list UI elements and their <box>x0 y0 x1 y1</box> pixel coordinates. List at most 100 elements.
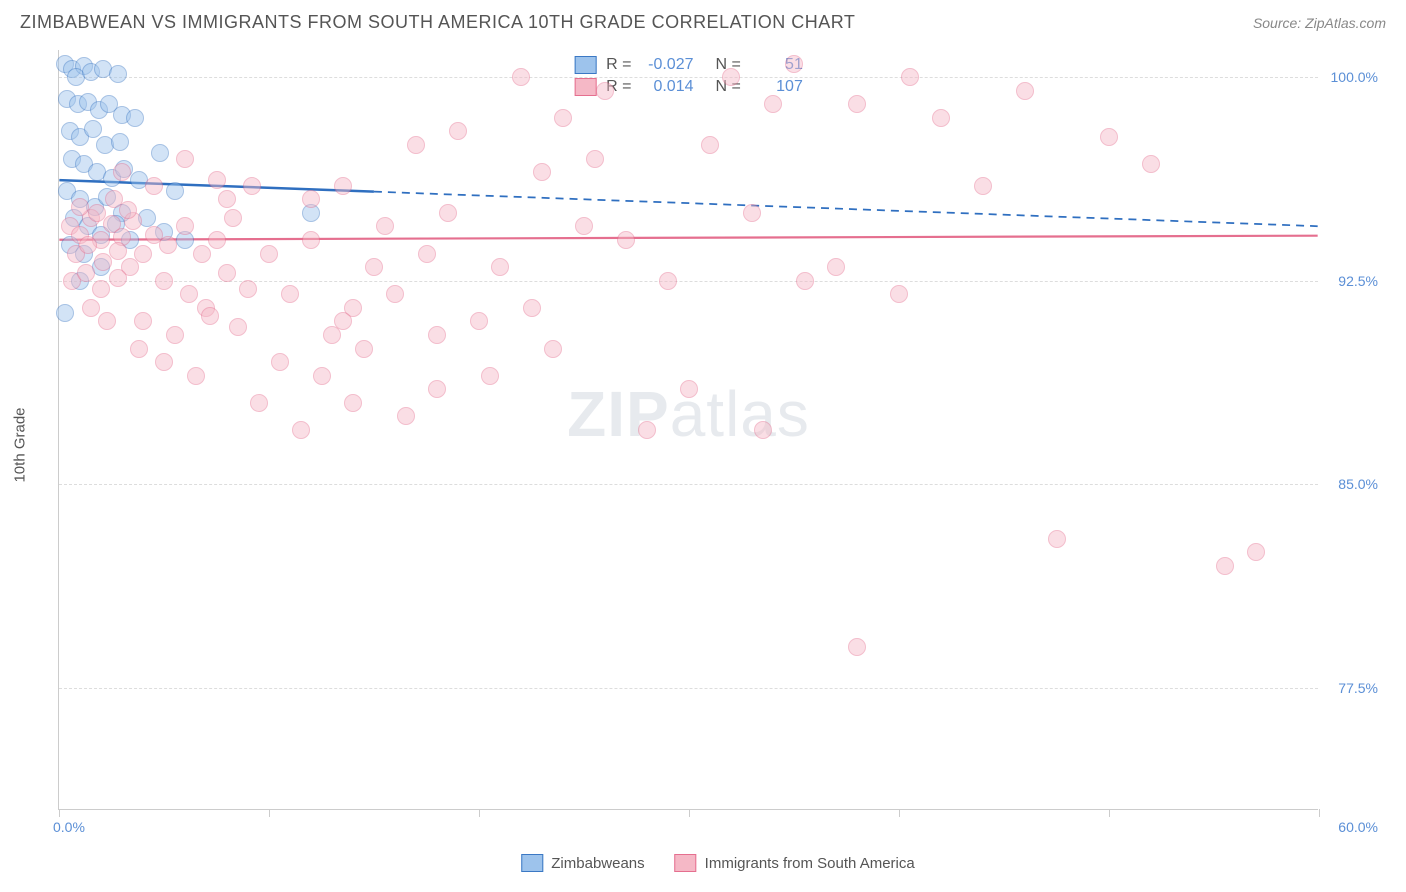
data-point <box>271 353 289 371</box>
data-point <box>176 150 194 168</box>
data-point <box>155 353 173 371</box>
data-point <box>130 340 148 358</box>
data-point <box>796 272 814 290</box>
data-point <box>890 285 908 303</box>
data-point <box>113 163 131 181</box>
xtick <box>689 809 690 817</box>
xtick <box>899 809 900 817</box>
data-point <box>334 312 352 330</box>
data-point <box>292 421 310 439</box>
xtick <box>1109 809 1110 817</box>
data-point <box>344 394 362 412</box>
data-point <box>449 122 467 140</box>
data-point <box>159 236 177 254</box>
data-point <box>848 95 866 113</box>
data-point <box>92 280 110 298</box>
data-point <box>491 258 509 276</box>
data-point <box>302 190 320 208</box>
data-point <box>155 272 173 290</box>
data-point <box>932 109 950 127</box>
xtick <box>269 809 270 817</box>
data-point <box>1247 543 1265 561</box>
data-point <box>260 245 278 263</box>
data-point <box>680 380 698 398</box>
data-point <box>470 312 488 330</box>
data-point <box>617 231 635 249</box>
data-point <box>109 242 127 260</box>
trendlines-layer <box>59 50 1318 809</box>
data-point <box>208 171 226 189</box>
data-point <box>98 312 116 330</box>
data-point <box>193 245 211 263</box>
data-point <box>722 68 740 86</box>
data-point <box>239 280 257 298</box>
data-point <box>77 264 95 282</box>
data-point <box>151 144 169 162</box>
gridline-h <box>59 688 1318 689</box>
data-point <box>764 95 782 113</box>
data-point <box>111 133 129 151</box>
data-point <box>84 120 102 138</box>
data-point <box>243 177 261 195</box>
data-point <box>88 204 106 222</box>
data-point <box>638 421 656 439</box>
gridline-h <box>59 484 1318 485</box>
bottom-legend: Zimbabweans Immigrants from South Americ… <box>521 854 914 872</box>
data-point <box>134 312 152 330</box>
data-point <box>187 367 205 385</box>
data-point <box>145 177 163 195</box>
data-point <box>208 231 226 249</box>
data-point <box>785 55 803 73</box>
ytick-label: 77.5% <box>1338 680 1378 696</box>
yaxis-title: 10th Grade <box>12 407 29 482</box>
data-point <box>418 245 436 263</box>
data-point <box>586 150 604 168</box>
data-point <box>355 340 373 358</box>
swatch-series1 <box>574 56 596 74</box>
data-point <box>974 177 992 195</box>
ytick-label: 85.0% <box>1338 476 1378 492</box>
data-point <box>659 272 677 290</box>
chart-title: ZIMBABWEAN VS IMMIGRANTS FROM SOUTH AMER… <box>20 12 855 33</box>
data-point <box>376 217 394 235</box>
data-point <box>428 326 446 344</box>
legend-item-1: Zimbabweans <box>521 854 644 872</box>
data-point <box>827 258 845 276</box>
data-point <box>701 136 719 154</box>
data-point <box>176 217 194 235</box>
data-point <box>481 367 499 385</box>
xaxis-label-min: 0.0% <box>53 819 85 835</box>
data-point <box>575 217 593 235</box>
chart-container: ZIPatlas R = -0.027 N = 51 R = 0.014 N =… <box>58 50 1378 840</box>
data-point <box>397 407 415 425</box>
data-point <box>224 209 242 227</box>
stats-row-1: R = -0.027 N = 51 <box>568 54 809 76</box>
data-point <box>523 299 541 317</box>
xaxis-label-max: 60.0% <box>1338 819 1378 835</box>
data-point <box>201 307 219 325</box>
data-point <box>901 68 919 86</box>
xtick <box>59 809 60 817</box>
data-point <box>533 163 551 181</box>
data-point <box>166 182 184 200</box>
data-point <box>1048 530 1066 548</box>
data-point <box>1216 557 1234 575</box>
data-point <box>386 285 404 303</box>
data-point <box>126 109 144 127</box>
data-point <box>743 204 761 222</box>
data-point <box>79 236 97 254</box>
data-point <box>1142 155 1160 173</box>
swatch-series2-bottom <box>675 854 697 872</box>
data-point <box>754 421 772 439</box>
data-point <box>428 380 446 398</box>
ytick-label: 100.0% <box>1331 69 1378 85</box>
data-point <box>180 285 198 303</box>
xtick <box>1319 809 1320 817</box>
data-point <box>302 231 320 249</box>
data-point <box>56 304 74 322</box>
data-point <box>229 318 247 336</box>
swatch-series1-bottom <box>521 854 543 872</box>
data-point <box>71 198 89 216</box>
data-point <box>134 245 152 263</box>
data-point <box>313 367 331 385</box>
